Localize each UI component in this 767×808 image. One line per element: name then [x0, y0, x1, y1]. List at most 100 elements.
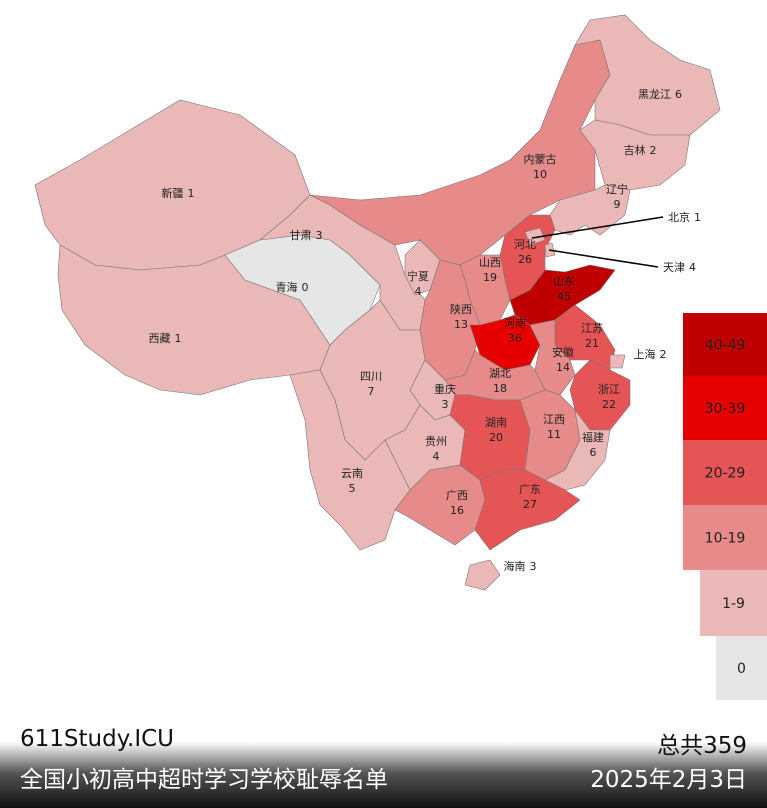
province-value: 7 [368, 385, 375, 398]
province-label: 辽宁 9 [606, 182, 628, 211]
legend-label: 30-39 [705, 401, 746, 417]
province-name: 吉林 [624, 143, 646, 157]
legend-swatch [683, 376, 767, 440]
province-value: 3 [530, 560, 537, 573]
province-name: 贵州 [425, 435, 447, 448]
province-name: 西藏 [149, 332, 171, 345]
province-name: 上海 [634, 347, 656, 361]
province-label: 山西 19 [479, 256, 501, 284]
province-label: 宁夏 4 [407, 269, 429, 298]
province-label: 青海 0 [276, 280, 309, 294]
legend-swatch [683, 313, 767, 376]
province-value: 10 [533, 168, 547, 181]
province [529, 319, 576, 396]
province [464, 559, 501, 591]
total: 总共359 [657, 733, 747, 759]
province-name: 江苏 [581, 322, 603, 335]
province-name: 山西 [479, 256, 501, 269]
province-label: 安徽 14 [552, 345, 574, 374]
province-value: 1 [188, 187, 195, 200]
footer: 611Study.ICU 全国小初高中超时学习学校耻辱名单 总共359 2025… [0, 720, 767, 808]
province-value: 4 [433, 450, 440, 463]
legend-label: 40-49 [705, 338, 746, 354]
province-value: 11 [547, 428, 561, 441]
legend-swatch [700, 570, 767, 636]
legend-label: 10-19 [705, 531, 746, 547]
province [579, 119, 691, 191]
province-name: 辽宁 [606, 182, 628, 196]
province-value: 22 [602, 398, 616, 411]
province-name: 安徽 [552, 345, 574, 359]
province-label: 江苏 21 [581, 322, 603, 350]
province-name: 江西 [543, 413, 565, 426]
province-value: 20 [489, 431, 503, 444]
province-label: 山东 45 [553, 275, 575, 303]
province-label: 浙江 22 [598, 383, 620, 411]
province-label: 西藏 1 [149, 332, 182, 345]
leader-line [548, 249, 659, 268]
province-name: 山东 [553, 275, 575, 288]
province-value: 1 [694, 211, 701, 224]
province-value: 4 [689, 261, 696, 274]
province-name: 重庆 [434, 382, 456, 396]
province-value: 2 [650, 144, 657, 157]
province-value: 36 [508, 332, 522, 345]
legend-swatch [716, 636, 767, 700]
province-value: 21 [585, 337, 599, 350]
province-label: 贵州 4 [425, 435, 447, 463]
province-label: 上海 2 [634, 347, 667, 361]
province-name: 北京 [668, 210, 690, 224]
province-name: 河南 [504, 317, 526, 330]
site: 611Study.ICU [20, 726, 175, 752]
province-label: 云南 5 [341, 467, 363, 495]
province-label: 重庆 3 [434, 382, 456, 411]
province-label: 河北 26 [514, 238, 536, 266]
province-name: 福建 [582, 430, 604, 444]
province-label: 甘肃 3 [290, 229, 323, 242]
province [544, 409, 611, 491]
province-value: 4 [415, 285, 422, 298]
province-label: 内蒙古 10 [524, 152, 557, 181]
province-label: 河南 36 [504, 317, 526, 345]
province-label: 新疆 1 [162, 186, 195, 200]
province-value: 14 [556, 361, 570, 374]
province-name: 宁夏 [407, 269, 429, 283]
date: 2025年2月3日 [590, 767, 747, 793]
province-label: 天津 4 [663, 261, 696, 274]
province-label: 黑龙江 6 [638, 88, 682, 101]
province-value: 5 [349, 482, 356, 495]
legend-label: 1-9 [722, 596, 745, 612]
province-label: 福建 6 [582, 430, 604, 459]
province-value: 26 [518, 253, 532, 266]
province-label: 江西 11 [543, 413, 565, 441]
province-value: 45 [557, 290, 571, 303]
legend-swatch [683, 440, 767, 505]
province-label: 广西 16 [446, 489, 468, 517]
province-value: 19 [483, 271, 497, 284]
province-name: 陕西 [450, 302, 472, 316]
province-name: 湖南 [485, 416, 507, 429]
province-label: 吉林 2 [624, 143, 657, 157]
province-label: 广东 27 [519, 483, 541, 511]
province-value: 6 [590, 446, 597, 459]
province [289, 369, 411, 551]
province-name: 内蒙古 [524, 152, 557, 166]
province-name: 新疆 [162, 186, 184, 200]
province-value: 13 [454, 318, 468, 331]
province [609, 354, 626, 369]
province-label: 湖南 20 [485, 416, 507, 444]
province-name: 浙江 [598, 383, 620, 396]
province [524, 227, 546, 246]
province-label: 四川 7 [360, 370, 382, 398]
province-label: 陕西 13 [450, 302, 472, 331]
province-value: 16 [450, 504, 464, 517]
province-name: 广西 [446, 489, 468, 502]
province-name: 广东 [519, 483, 541, 496]
province-name: 河北 [514, 238, 536, 251]
province-value: 3 [442, 398, 449, 411]
province-value: 6 [675, 88, 682, 101]
legend-swatch [683, 505, 767, 570]
province-name: 甘肃 [290, 229, 312, 242]
